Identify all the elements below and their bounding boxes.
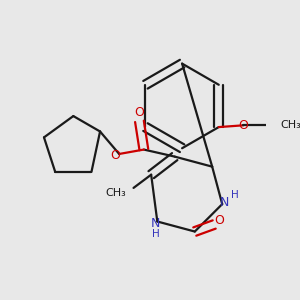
Text: O: O xyxy=(238,119,248,132)
Text: N: N xyxy=(151,217,160,230)
Text: H: H xyxy=(231,190,239,200)
Text: H: H xyxy=(152,229,159,239)
Text: O: O xyxy=(110,149,120,162)
Text: O: O xyxy=(214,214,224,227)
Text: CH₃: CH₃ xyxy=(106,188,127,198)
Text: N: N xyxy=(220,196,230,209)
Text: O: O xyxy=(134,106,144,119)
Text: CH₃: CH₃ xyxy=(280,120,300,130)
